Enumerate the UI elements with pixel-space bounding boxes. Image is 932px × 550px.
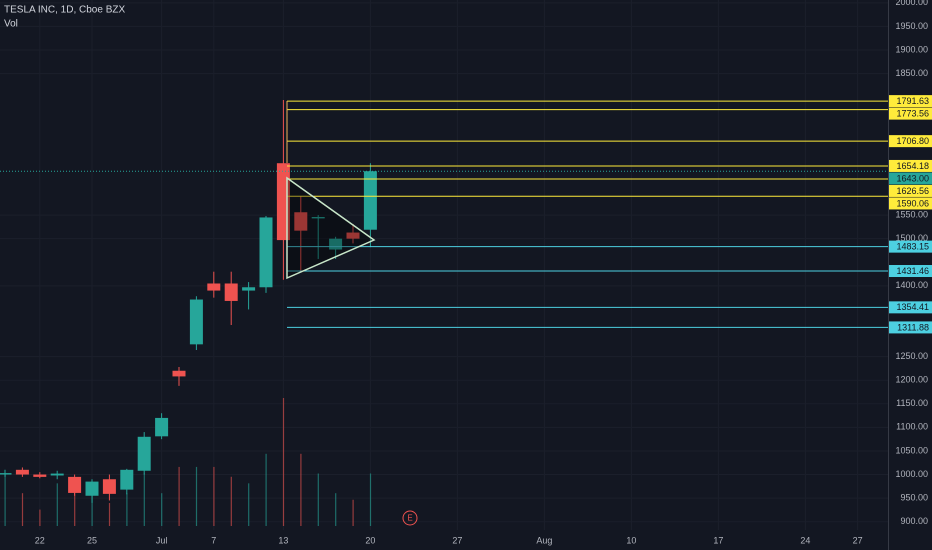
volume-bar <box>300 453 302 526</box>
price-tag-label: 1431.46 <box>896 266 929 276</box>
x-tick-label: 20 <box>365 535 375 545</box>
volume-bar <box>108 503 111 526</box>
earnings-marker[interactable] <box>402 510 418 526</box>
x-tick-label: 25 <box>87 535 97 545</box>
volume-label: Vol <box>4 19 18 30</box>
candle-body <box>259 217 273 288</box>
y-tick-label: 2000.00 <box>895 0 928 7</box>
candle-body <box>242 287 256 291</box>
y-tick-label: 1000.00 <box>895 469 928 479</box>
volume-bar <box>213 466 215 526</box>
y-tick-label: 1150.00 <box>896 398 928 408</box>
price-tag <box>889 184 932 197</box>
volume-bar <box>352 499 354 526</box>
x-tick-label: Jul <box>156 535 168 545</box>
volume-bar <box>335 493 337 526</box>
price-tag <box>889 265 932 278</box>
candle-body <box>102 479 116 494</box>
volume-bar <box>91 489 93 526</box>
candle-body <box>85 481 99 496</box>
candle-body <box>189 299 203 345</box>
x-tick-label: Aug <box>536 535 552 545</box>
candle-body <box>137 436 151 471</box>
x-tick-label: 7 <box>211 535 216 545</box>
y-tick-label: 1100.00 <box>896 422 928 432</box>
volume-bar <box>143 473 145 526</box>
price-tag-label: 1311.88 <box>897 322 929 332</box>
y-tick-label: 1950.00 <box>895 21 928 31</box>
candle-body <box>33 474 47 477</box>
price-tag <box>889 301 932 314</box>
triangle-drawing <box>286 176 376 280</box>
volume-bar <box>161 493 163 526</box>
candle-body <box>329 238 343 250</box>
price-tag-label: 1773.56 <box>896 108 929 118</box>
candle-body <box>294 212 308 231</box>
candle-body <box>207 283 221 291</box>
candle-body <box>363 171 377 230</box>
price-tag-label: 1590.06 <box>896 198 929 208</box>
candle-body <box>346 232 360 239</box>
y-tick-label: 950.00 <box>900 492 928 502</box>
x-tick-label: 10 <box>626 535 636 545</box>
y-tick-label: 1250.00 <box>895 351 928 361</box>
price-tag <box>889 107 932 120</box>
y-tick-label: 900.00 <box>900 516 928 526</box>
price-tag-label: 1626.56 <box>896 186 929 196</box>
price-tag-label: 1354.41 <box>896 302 929 312</box>
price-tag <box>889 172 932 185</box>
candle-body <box>155 417 169 437</box>
price-tag-label: 1706.80 <box>896 136 929 146</box>
volume-bar <box>39 509 41 526</box>
price-tag <box>889 135 932 148</box>
y-tick-label: 1050.00 <box>895 445 928 455</box>
price-tag-label: 1643.00 <box>896 173 929 183</box>
x-tick-label: 17 <box>713 535 723 545</box>
candle-body <box>120 469 134 490</box>
price-tag-label: 1483.15 <box>896 242 929 252</box>
volume-bar <box>178 466 180 526</box>
price-tag <box>889 197 932 210</box>
x-tick-label: 27 <box>452 535 462 545</box>
price-tag <box>889 240 932 253</box>
y-tick-label: 1400.00 <box>895 280 928 290</box>
earnings-label[interactable]: E <box>407 514 412 523</box>
volume-bar <box>282 398 285 526</box>
chart-title: TESLA INC, 1D, Cboe BZX <box>4 5 125 16</box>
y-tick-label: 1850.00 <box>895 68 928 78</box>
volume-bar <box>248 483 250 526</box>
candle-body <box>0 473 12 475</box>
price-tag <box>889 159 932 172</box>
volume-bar <box>4 473 6 526</box>
price-tag-label: 1791.63 <box>896 96 929 106</box>
candle-body <box>15 469 29 475</box>
price-tag-label: 1654.18 <box>896 161 929 171</box>
candle-body <box>68 476 82 493</box>
price-tag <box>889 321 932 334</box>
y-tick-label: 1900.00 <box>895 44 928 54</box>
volume-bar <box>56 483 58 526</box>
volume-bar <box>230 476 232 526</box>
candle-body <box>50 473 64 476</box>
volume-bar <box>317 473 319 526</box>
x-tick-label: 24 <box>800 535 810 545</box>
candle-body <box>224 283 238 301</box>
x-tick-label: 22 <box>35 535 45 545</box>
candle-body <box>311 216 325 219</box>
y-tick-label: 1200.00 <box>895 375 928 385</box>
y-tick-label: 1500.00 <box>895 233 928 243</box>
x-tick-label: 27 <box>853 535 863 545</box>
y-tick-label: 1550.00 <box>895 209 928 219</box>
volume-bar <box>74 483 76 526</box>
candle-body <box>172 370 186 377</box>
volume-bar <box>195 466 198 526</box>
volume-bar <box>369 473 372 526</box>
x-tick-label: 13 <box>278 535 288 545</box>
volume-bar <box>126 493 128 526</box>
volume-bar <box>21 493 24 526</box>
volume-bar <box>265 453 267 526</box>
price-tag <box>889 95 932 108</box>
